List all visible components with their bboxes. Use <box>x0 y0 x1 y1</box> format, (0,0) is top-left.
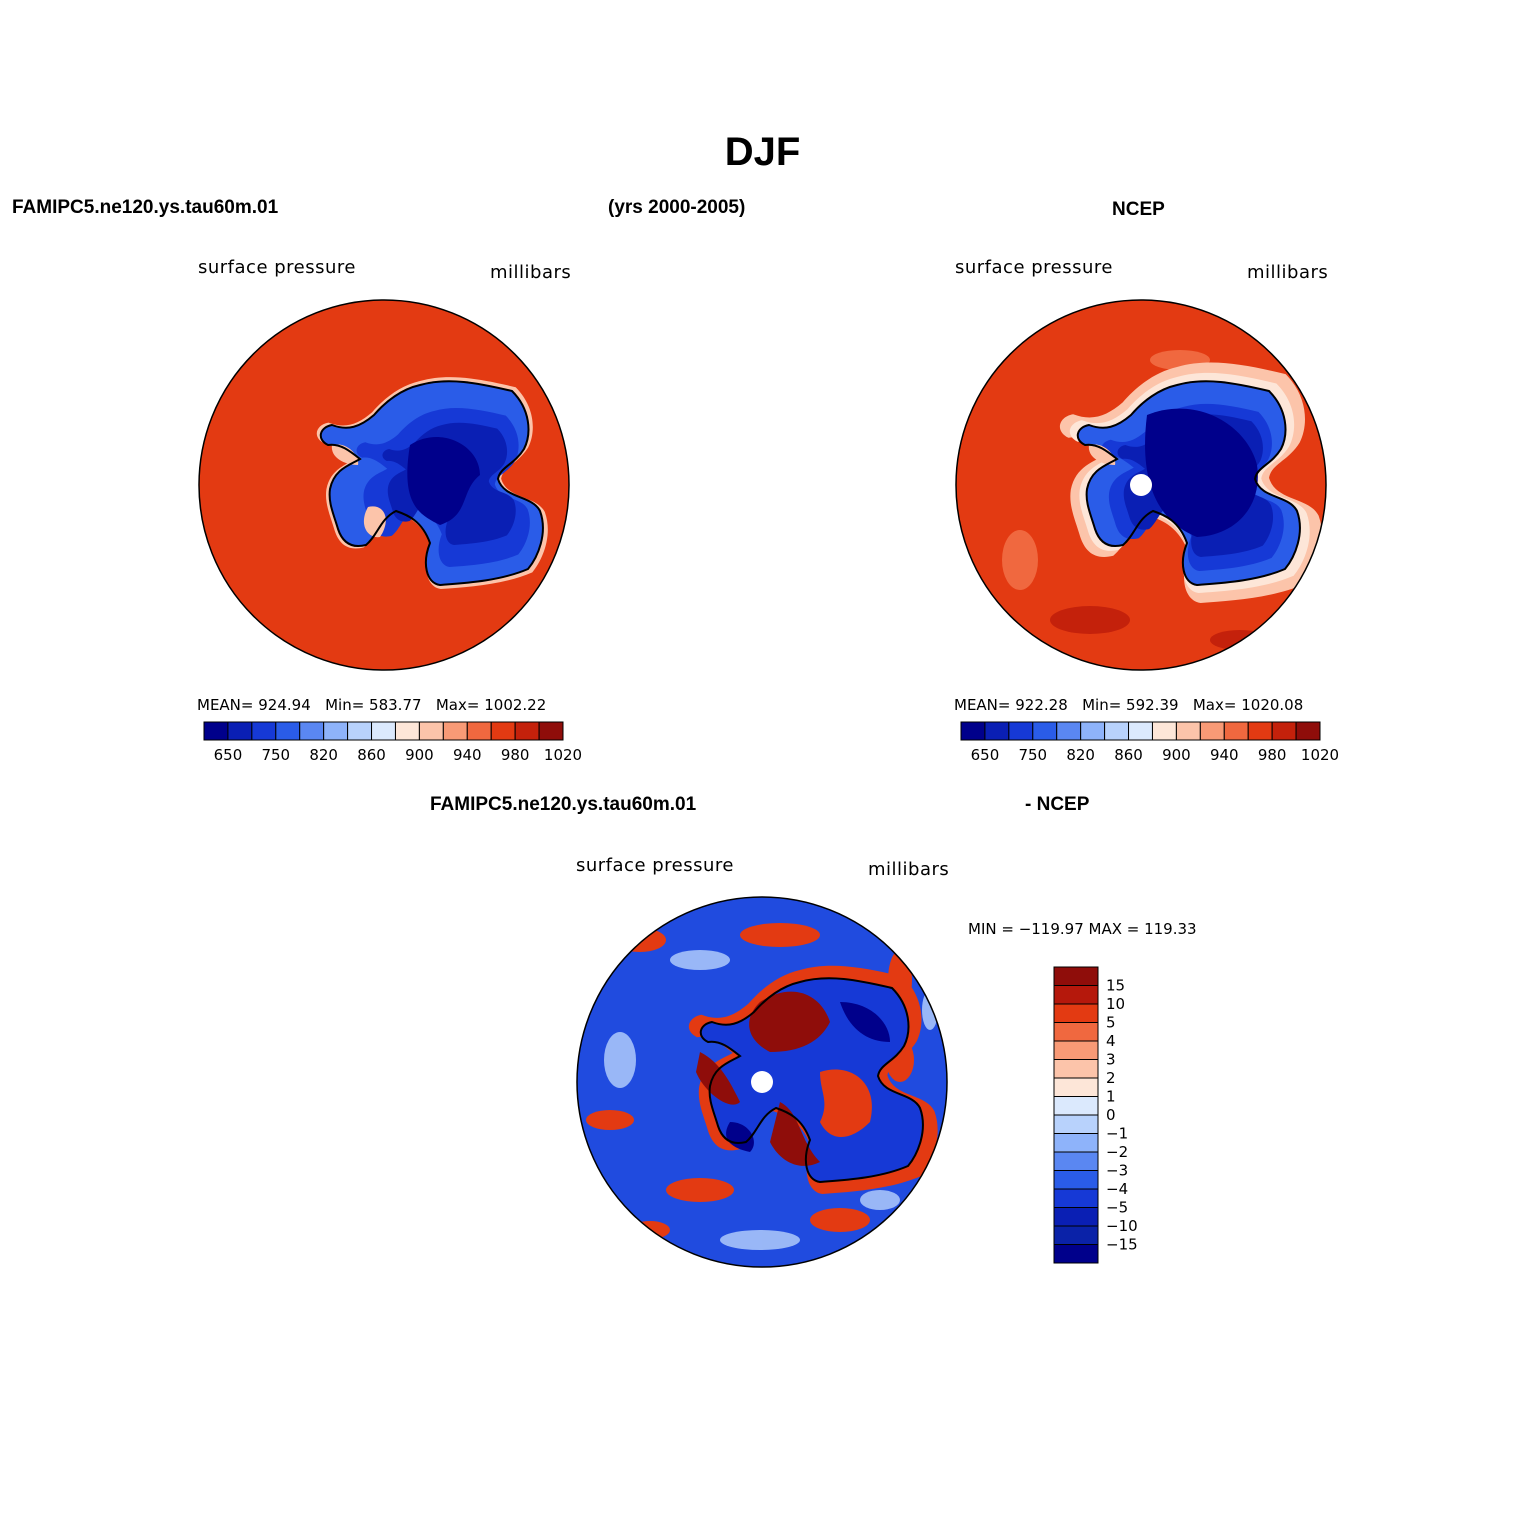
colorbar-difference-tick-label: 2 <box>1106 1069 1116 1087</box>
colorbar-top-left-tick-label: 980 <box>501 746 530 764</box>
colorbar-difference-tick-label: −10 <box>1106 1217 1138 1235</box>
top-right-units-label: millibars <box>1247 262 1329 283</box>
colorbar-top-right-swatch <box>1056 721 1082 741</box>
colorbar-difference-swatch <box>1053 1096 1099 1116</box>
colorbar-difference-tick-label: −4 <box>1106 1180 1128 1198</box>
colorbar-difference-tick-label: 5 <box>1106 1014 1116 1032</box>
colorbar-top-right-swatch <box>1151 721 1177 741</box>
colorbar-top-right-tick-label: 820 <box>1066 746 1095 764</box>
colorbar-top-left-swatch <box>466 721 492 741</box>
colorbar-top-left: 650 750 820 860 900 940 980 1020 <box>203 721 582 764</box>
colorbar-difference-swatch <box>1053 966 1099 986</box>
years-label: (yrs 2000-2005) <box>608 197 746 218</box>
colorbar-top-right-swatch <box>1080 721 1106 741</box>
colorbar-top-left-swatch <box>323 721 349 741</box>
colorbar-top-left-swatch <box>418 721 444 741</box>
bottom-variable-label: surface pressure <box>576 855 734 876</box>
colorbar-top-right-tick-label: 750 <box>1018 746 1047 764</box>
colorbar-top-left-swatch <box>299 721 325 741</box>
colorbar-top-left-swatch <box>394 721 420 741</box>
colorbar-difference-tick-label: 0 <box>1106 1106 1116 1124</box>
colorbar-top-left-tick-label: 650 <box>214 746 243 764</box>
colorbar-difference-tick-label: −5 <box>1106 1199 1128 1217</box>
difference-polar-map <box>576 896 948 1268</box>
colorbar-difference-tick-label: −15 <box>1106 1236 1138 1254</box>
ncep-polar-map <box>955 299 1327 671</box>
colorbar-difference-tick-label: 10 <box>1106 995 1125 1013</box>
top-right-stats: MEAN= 922.28 Min= 592.39 Max= 1020.08 <box>954 696 1304 714</box>
colorbar-top-left-swatch <box>347 721 373 741</box>
colorbar-top-left-tick-label: 1020 <box>544 746 582 764</box>
top-right-variable-label: surface pressure <box>955 257 1113 278</box>
colorbar-top-right-tick-label: 900 <box>1162 746 1191 764</box>
colorbar-top-right-swatch <box>1247 721 1273 741</box>
colorbar-top-left-swatch <box>203 721 229 741</box>
colorbar-top-right-tick-label: 1020 <box>1301 746 1339 764</box>
colorbar-difference-tick-label: 15 <box>1106 977 1125 995</box>
colorbar-top-left-tick-label: 900 <box>405 746 434 764</box>
colorbar-difference-swatch <box>1053 1040 1099 1060</box>
colorbar-top-right-swatch <box>1199 721 1225 741</box>
colorbar-top-left-swatch <box>227 721 253 741</box>
colorbar-top-right-swatch <box>1175 721 1201 741</box>
colorbar-top-right-tick-label: 650 <box>971 746 1000 764</box>
colorbar-difference-tick-label: −1 <box>1106 1125 1128 1143</box>
bottom-diff-label: - NCEP <box>1025 794 1090 815</box>
colorbar-top-right-swatch <box>1271 721 1297 741</box>
colorbar-top-left-tick-label: 820 <box>309 746 338 764</box>
colorbar-top-right-tick-label: 860 <box>1114 746 1143 764</box>
top-left-stats: MEAN= 924.94 Min= 583.77 Max= 1002.22 <box>197 696 547 714</box>
colorbar-difference-tick-label: 1 <box>1106 1088 1116 1106</box>
colorbar-difference-swatch <box>1053 1151 1099 1171</box>
colorbar-top-right-tick-label: 980 <box>1258 746 1287 764</box>
colorbar-top-left-swatch <box>275 721 301 741</box>
top-left-units-label: millibars <box>490 262 572 283</box>
colorbar-top-left-swatch <box>538 721 564 741</box>
colorbar-top-right-swatch <box>1295 721 1321 741</box>
bottom-case-label: FAMIPC5.ne120.ys.tau60m.01 <box>430 794 697 815</box>
colorbar-top-left-swatch <box>251 721 277 741</box>
colorbar-top-right-swatch <box>1128 721 1153 741</box>
bottom-minmax: MIN = −119.97 MAX = 119.33 <box>968 920 1197 938</box>
colorbar-top-left-swatch <box>514 721 540 741</box>
colorbar-difference-tick-label: −3 <box>1106 1162 1128 1180</box>
colorbar-difference-tick-label: 3 <box>1106 1051 1116 1069</box>
bottom-units-label: millibars <box>868 859 950 880</box>
colorbar-top-right-swatch <box>960 721 986 741</box>
colorbar-difference-swatch <box>1053 1022 1099 1042</box>
colorbar-top-right: 650 750 820 860 900 940 980 1020 <box>960 721 1339 764</box>
colorbar-difference-swatch <box>1053 1188 1099 1208</box>
colorbar-top-right-swatch <box>1104 721 1130 741</box>
top-left-case-label: FAMIPC5.ne120.ys.tau60m.01 <box>12 197 279 218</box>
colorbar-difference-swatch <box>1053 1059 1099 1079</box>
colorbar-top-left-swatch <box>442 721 468 741</box>
colorbar-difference-swatch <box>1053 1077 1099 1097</box>
colorbar-difference-tick-label: −2 <box>1106 1143 1128 1161</box>
top-left-variable-label: surface pressure <box>198 257 356 278</box>
colorbar-top-left-tick-label: 860 <box>357 746 386 764</box>
colorbar-difference-tick-label: 4 <box>1106 1032 1116 1050</box>
colorbar-difference-swatch <box>1053 1225 1099 1245</box>
colorbar-top-left-swatch <box>490 721 516 741</box>
colorbar-difference-swatch <box>1053 1003 1099 1023</box>
colorbar-difference-swatch <box>1053 1114 1099 1134</box>
colorbar-difference-swatch <box>1053 1207 1099 1227</box>
colorbar-top-left-tick-label: 750 <box>261 746 290 764</box>
top-right-case-label: NCEP <box>1112 199 1165 220</box>
colorbar-difference-swatch <box>1053 1170 1099 1190</box>
page-title: DJF <box>724 130 801 174</box>
colorbar-top-right-swatch <box>1223 721 1249 741</box>
colorbar-difference-swatch <box>1053 1244 1099 1264</box>
colorbar-top-left-swatch <box>371 721 396 741</box>
colorbar-top-right-tick-label: 940 <box>1210 746 1239 764</box>
colorbar-top-left-tick-label: 940 <box>453 746 482 764</box>
colorbar-top-right-swatch <box>1008 721 1034 741</box>
colorbar-difference-swatch <box>1053 985 1099 1005</box>
model-polar-map <box>198 299 570 671</box>
colorbar-top-right-swatch <box>984 721 1010 741</box>
colorbar-difference-swatch <box>1053 1133 1099 1153</box>
colorbar-top-right-swatch <box>1032 721 1058 741</box>
